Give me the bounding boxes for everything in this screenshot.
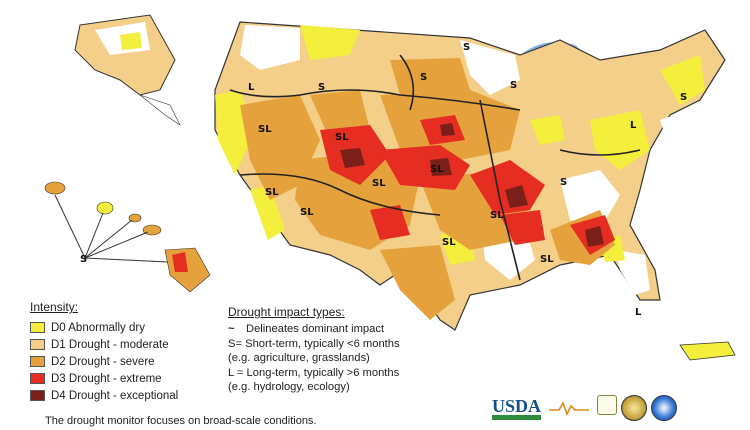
impact-label: SL bbox=[300, 207, 314, 218]
doc-seal-icon bbox=[621, 395, 648, 421]
impact-label: SL bbox=[490, 210, 504, 221]
impact-label: L bbox=[248, 82, 255, 93]
agency-logos: USDA bbox=[492, 388, 732, 428]
impact-label: SL bbox=[335, 132, 349, 143]
impact-label: L bbox=[635, 307, 642, 318]
legend-title: Intensity: bbox=[30, 300, 79, 314]
impact-label: S bbox=[680, 92, 687, 103]
d1-swatch bbox=[30, 339, 45, 350]
impact-boundaries bbox=[229, 54, 641, 281]
impact-labels: S S L S S SL SL SL SL SL SL SL S SL SL L… bbox=[80, 42, 687, 318]
impact-line: L = Long-term, typically >6 months bbox=[228, 366, 400, 379]
impact-line: ~ Delineates dominant impact bbox=[228, 323, 385, 335]
ndmc-logo-icon bbox=[597, 395, 618, 415]
seals bbox=[597, 395, 678, 421]
puerto-rico bbox=[679, 341, 736, 361]
d0-swatch bbox=[30, 322, 45, 333]
impact-label: SL bbox=[265, 187, 279, 198]
alaska bbox=[74, 14, 181, 126]
legend-item-d1: D1 Drought - moderate bbox=[30, 336, 178, 353]
impact-label: SL bbox=[372, 178, 386, 189]
legend-item-d4: D4 Drought - exceptional bbox=[30, 387, 178, 404]
impact-line: S= Short-term, typically <6 months bbox=[228, 337, 400, 350]
impact-label: SL bbox=[258, 124, 272, 135]
hawaii bbox=[44, 181, 211, 293]
legend-label: D1 Drought - moderate bbox=[51, 338, 169, 351]
footer-note: The drought monitor focuses on broad-sca… bbox=[45, 415, 317, 427]
legend-label: D3 Drought - extreme bbox=[51, 372, 162, 385]
legend-item-d0: D0 Abnormally dry bbox=[30, 319, 178, 336]
impact-label: SL bbox=[540, 254, 554, 265]
impact-label: SL bbox=[430, 164, 444, 175]
d4-swatch bbox=[30, 390, 45, 401]
impact-label: S bbox=[510, 80, 517, 91]
impact-label: L bbox=[630, 120, 637, 131]
impact-line: (e.g. hydrology, ecology) bbox=[228, 381, 350, 393]
d2-swatch bbox=[30, 356, 45, 367]
noaa-logo-icon bbox=[651, 395, 678, 421]
impact-types-title: Drought impact types: bbox=[228, 305, 345, 319]
d4-areas bbox=[340, 123, 604, 247]
impact-label: SL bbox=[442, 237, 456, 248]
impact-label: S bbox=[80, 254, 87, 265]
intensity-legend: D0 Abnormally dry D1 Drought - moderate … bbox=[30, 319, 178, 404]
legend-label: D0 Abnormally dry bbox=[51, 321, 145, 334]
legend-label: D4 Drought - exceptional bbox=[51, 389, 179, 402]
impact-types-list: ~ Delineates dominant impact S= Short-ter… bbox=[228, 322, 400, 395]
impact-line: (e.g. agriculture, grasslands) bbox=[228, 352, 370, 364]
legend-item-d2: D2 Drought - severe bbox=[30, 353, 178, 370]
pulse-logo-icon bbox=[549, 401, 590, 416]
usda-logo: USDA bbox=[492, 397, 542, 420]
d3-swatch bbox=[30, 373, 45, 384]
impact-label: S bbox=[420, 72, 427, 83]
impact-label: S bbox=[560, 177, 567, 188]
tilde-line-icon: ~ bbox=[228, 323, 235, 335]
impact-label: S bbox=[318, 82, 325, 93]
legend-label: D2 Drought - severe bbox=[51, 355, 155, 368]
legend-item-d3: D3 Drought - extreme bbox=[30, 370, 178, 387]
impact-label: S bbox=[463, 42, 470, 53]
